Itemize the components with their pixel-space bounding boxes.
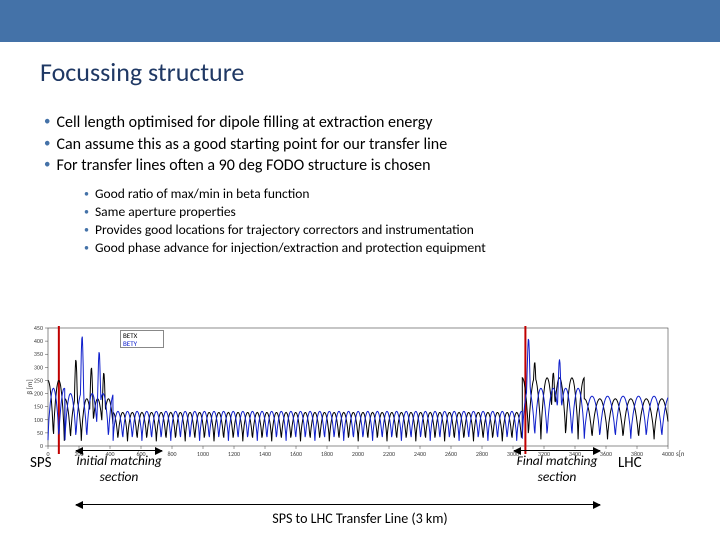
sub-bullet-item: • Same aperture properties bbox=[84, 203, 720, 221]
chart-legend: BETX BETY bbox=[120, 330, 164, 348]
bullet-marker: • bbox=[44, 134, 50, 155]
svg-text:1200: 1200 bbox=[228, 450, 240, 458]
final-matching-label: Final matching section bbox=[514, 453, 600, 484]
bullet-text: Cell length optimised for dipole filling… bbox=[56, 112, 432, 134]
sub-bullet-item: • Good ratio of max/min in beta function bbox=[84, 185, 720, 203]
sps-label: SPS bbox=[30, 454, 52, 472]
svg-text:4000: 4000 bbox=[662, 450, 674, 458]
svg-text:2200: 2200 bbox=[383, 450, 395, 458]
sub-bullet-list: •Good ratio of max/min in beta function … bbox=[0, 177, 720, 258]
svg-text:3600: 3600 bbox=[600, 450, 612, 458]
main-bullet-list: • Cell length optimised for dipole fillin… bbox=[0, 88, 720, 177]
svg-text:1600: 1600 bbox=[290, 450, 302, 458]
bullet-text: For transfer lines often a 90 deg FODO s… bbox=[56, 155, 430, 177]
sub-bullet-text: Provides good locations for trajectory c… bbox=[95, 221, 474, 239]
sub-bullet-text: Good phase advance for injection/extract… bbox=[95, 239, 486, 257]
svg-text:2800: 2800 bbox=[476, 450, 488, 458]
transfer-line-label: SPS to LHC Transfer Line (3 km) bbox=[0, 510, 720, 527]
bullet-marker: • bbox=[44, 155, 50, 176]
svg-text:150: 150 bbox=[34, 403, 43, 411]
svg-text:300: 300 bbox=[34, 363, 43, 371]
initial-arrow bbox=[76, 450, 162, 451]
svg-text:50: 50 bbox=[37, 429, 43, 437]
legend-item: BETY bbox=[123, 340, 161, 348]
svg-text:400: 400 bbox=[34, 337, 43, 345]
svg-text:s[m]: s[m] bbox=[676, 449, 684, 458]
svg-text:0: 0 bbox=[40, 442, 43, 450]
transfer-line-arrow bbox=[76, 504, 600, 505]
lhc-label: LHC bbox=[618, 454, 642, 472]
bullet-text: Can assume this as a good starting point… bbox=[56, 134, 447, 156]
header-bar bbox=[0, 0, 720, 42]
bullet-marker: • bbox=[84, 185, 89, 202]
bullet-item: • Can assume this as a good starting poin… bbox=[44, 134, 720, 156]
bullet-marker: • bbox=[84, 221, 89, 238]
svg-text:2000: 2000 bbox=[352, 450, 364, 458]
svg-text:β [m]: β [m] bbox=[25, 379, 34, 394]
svg-text:1400: 1400 bbox=[259, 450, 271, 458]
initial-matching-group: Initial matching section bbox=[76, 450, 162, 484]
initial-matching-label: Initial matching section bbox=[76, 453, 162, 484]
sub-bullet-text: Good ratio of max/min in beta function bbox=[95, 185, 309, 203]
svg-text:1800: 1800 bbox=[321, 450, 333, 458]
final-arrow bbox=[514, 450, 600, 451]
sub-bullet-item: • Provides good locations for trajectory … bbox=[84, 221, 720, 239]
bullet-item: • Cell length optimised for dipole fillin… bbox=[44, 112, 720, 134]
svg-text:250: 250 bbox=[34, 376, 43, 384]
bullet-marker: • bbox=[84, 203, 89, 220]
svg-text:100: 100 bbox=[34, 416, 43, 424]
svg-text:350: 350 bbox=[34, 350, 43, 358]
beta-function-chart: 0200400600800100012001400160018002000220… bbox=[24, 324, 684, 466]
bullet-marker: • bbox=[44, 112, 50, 133]
sub-bullet-item: • Good phase advance for injection/extrac… bbox=[84, 239, 720, 257]
sub-bullet-text: Same aperture properties bbox=[95, 203, 236, 221]
svg-text:200: 200 bbox=[34, 390, 43, 398]
slide-title: Focussing structure bbox=[0, 42, 720, 88]
svg-text:2600: 2600 bbox=[445, 450, 457, 458]
final-matching-group: Final matching section bbox=[514, 450, 600, 484]
svg-text:450: 450 bbox=[34, 324, 43, 332]
svg-text:1000: 1000 bbox=[197, 450, 209, 458]
svg-text:800: 800 bbox=[167, 450, 176, 458]
svg-text:2400: 2400 bbox=[414, 450, 426, 458]
bullet-item: • For transfer lines often a 90 deg FODO … bbox=[44, 155, 720, 177]
bullet-marker: • bbox=[84, 239, 89, 256]
